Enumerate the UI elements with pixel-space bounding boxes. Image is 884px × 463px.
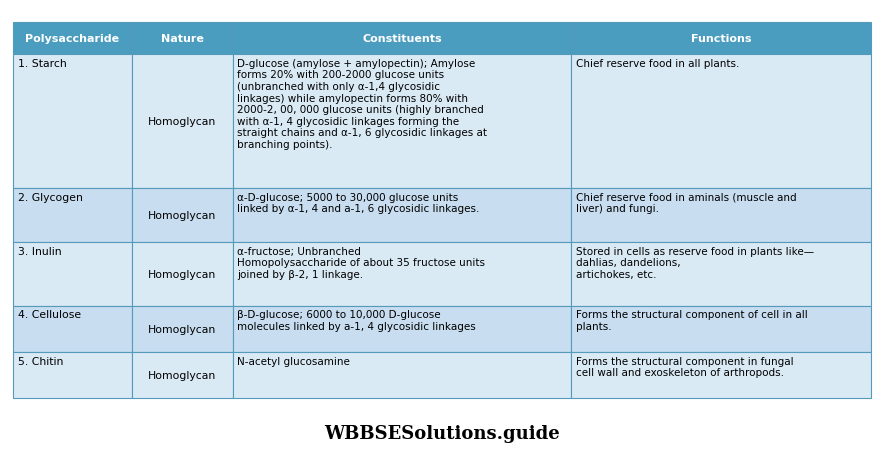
- Bar: [132, 23, 232, 55]
- Bar: [571, 243, 871, 306]
- Bar: [13, 352, 132, 398]
- Bar: [132, 243, 232, 306]
- Text: 4. Cellulose: 4. Cellulose: [18, 310, 80, 319]
- Text: Chief reserve food in aminals (muscle and
liver) and fungi.: Chief reserve food in aminals (muscle an…: [575, 192, 796, 214]
- Text: 1. Starch: 1. Starch: [18, 59, 66, 69]
- Text: 2. Glycogen: 2. Glycogen: [18, 192, 82, 202]
- Bar: [13, 306, 132, 352]
- Text: Polysaccharide: Polysaccharide: [26, 34, 119, 44]
- Text: 3. Inulin: 3. Inulin: [18, 246, 61, 256]
- Text: Forms the structural component in fungal
cell wall and exoskeleton of arthropods: Forms the structural component in fungal…: [575, 356, 794, 377]
- Bar: [132, 188, 232, 243]
- Bar: [571, 306, 871, 352]
- Text: Nature: Nature: [161, 34, 203, 44]
- Bar: [13, 23, 132, 55]
- Text: Functions: Functions: [691, 34, 751, 44]
- Bar: [232, 23, 571, 55]
- Text: Stored in cells as reserve food in plants like—
dahlias, dandelions,
artichokes,: Stored in cells as reserve food in plant…: [575, 246, 814, 279]
- Text: Homoglycan: Homoglycan: [148, 370, 217, 380]
- Text: Homoglycan: Homoglycan: [148, 324, 217, 334]
- Bar: [13, 55, 132, 188]
- Bar: [571, 55, 871, 188]
- Text: Forms the structural component of cell in all
plants.: Forms the structural component of cell i…: [575, 310, 808, 331]
- Text: Constituents: Constituents: [362, 34, 442, 44]
- Bar: [132, 352, 232, 398]
- Bar: [571, 23, 871, 55]
- Bar: [132, 55, 232, 188]
- Bar: [13, 188, 132, 243]
- Bar: [232, 352, 571, 398]
- Text: N-acetyl glucosamine: N-acetyl glucosamine: [237, 356, 350, 366]
- Bar: [571, 188, 871, 243]
- Text: β-D-glucose; 6000 to 10,000 D-glucose
molecules linked by a-1, 4 glycosidic link: β-D-glucose; 6000 to 10,000 D-glucose mo…: [237, 310, 476, 331]
- Bar: [232, 306, 571, 352]
- Text: Homoglycan: Homoglycan: [148, 117, 217, 127]
- Text: 5. Chitin: 5. Chitin: [18, 356, 63, 366]
- Text: D-glucose (amylose + amylopectin); Amylose
forms 20% with 200-2000 glucose units: D-glucose (amylose + amylopectin); Amylo…: [237, 59, 487, 150]
- Bar: [232, 188, 571, 243]
- Text: α-D-glucose; 5000 to 30,000 glucose units
linked by α-1, 4 and a-1, 6 glycosidic: α-D-glucose; 5000 to 30,000 glucose unit…: [237, 192, 479, 214]
- Bar: [232, 55, 571, 188]
- Bar: [132, 306, 232, 352]
- Text: Homoglycan: Homoglycan: [148, 269, 217, 279]
- Text: α-fructose; Unbranched
Homopolysaccharide of about 35 fructose units
joined by β: α-fructose; Unbranched Homopolysaccharid…: [237, 246, 485, 279]
- Bar: [571, 352, 871, 398]
- Bar: [13, 243, 132, 306]
- Text: Homoglycan: Homoglycan: [148, 211, 217, 220]
- Text: WBBSESolutions.guide: WBBSESolutions.guide: [324, 424, 560, 442]
- Text: Chief reserve food in all plants.: Chief reserve food in all plants.: [575, 59, 739, 69]
- Bar: [232, 243, 571, 306]
